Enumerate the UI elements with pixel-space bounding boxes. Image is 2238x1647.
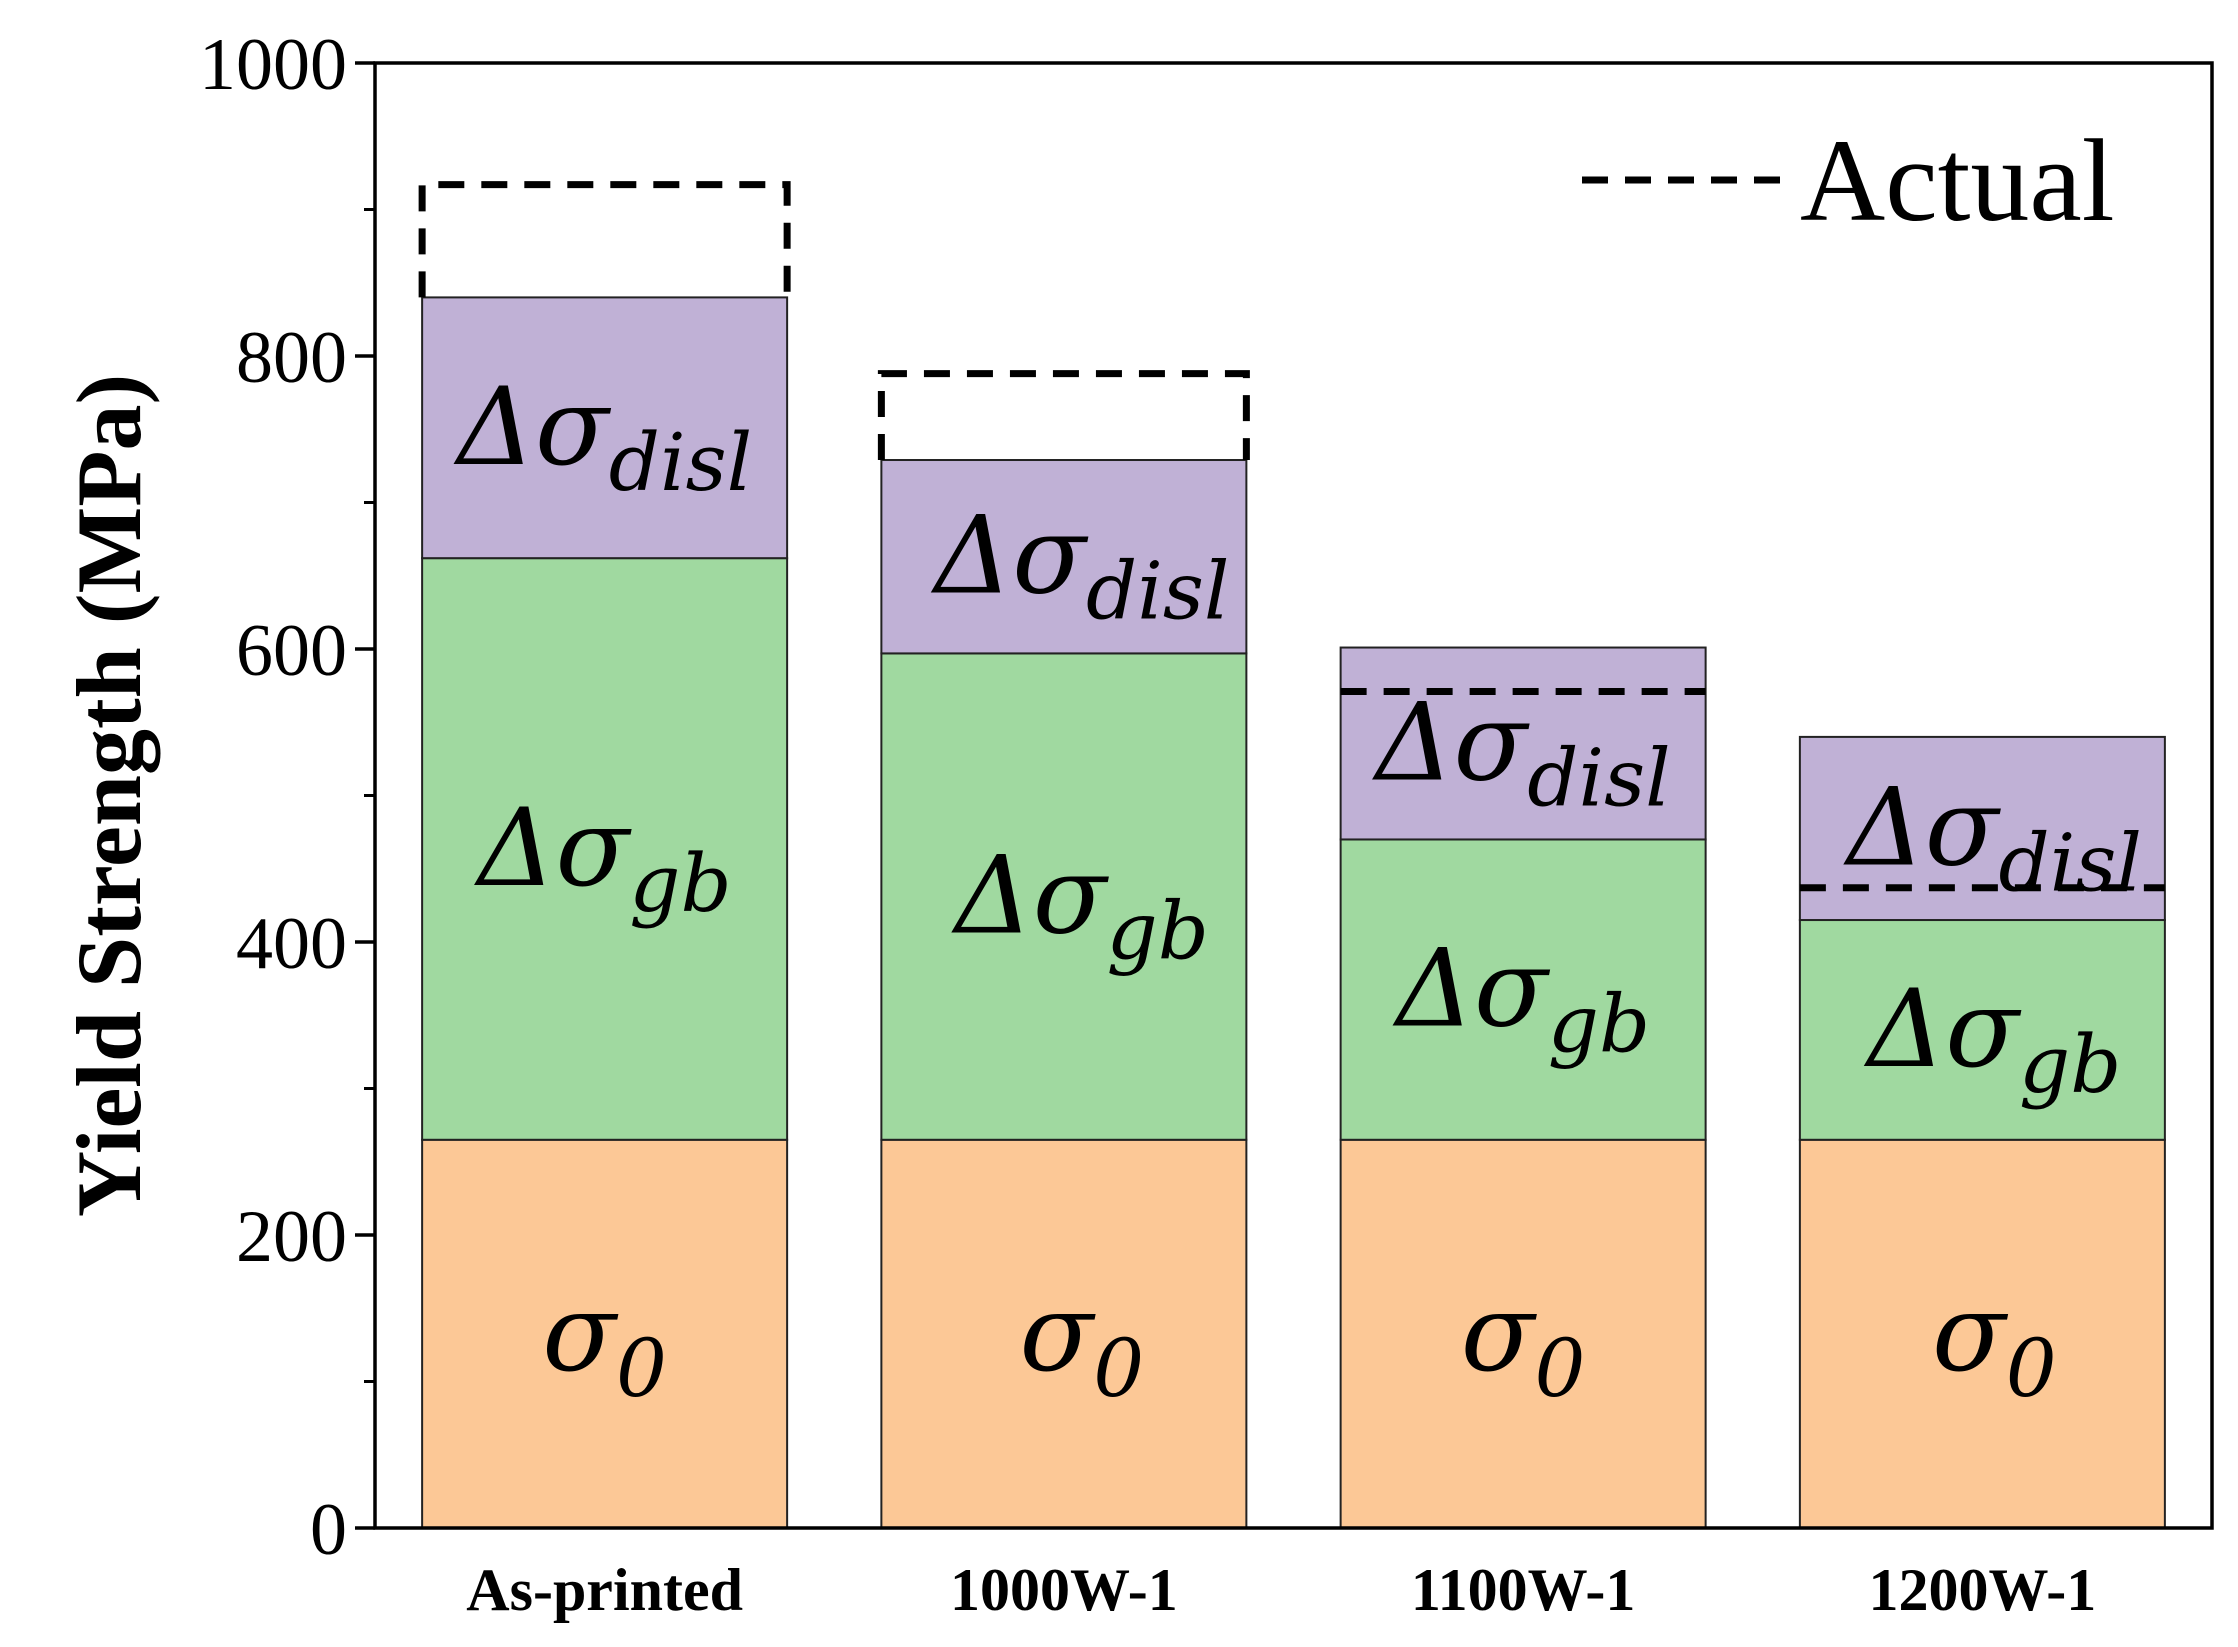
bar-segment-gb-2 bbox=[1339, 838, 1707, 1141]
y-tick-label: 200 bbox=[236, 1196, 347, 1278]
bar-segment-disl-2 bbox=[1339, 646, 1707, 841]
bar-segment-0-1 bbox=[880, 1138, 1248, 1530]
y-tick-label: 1000 bbox=[199, 24, 347, 106]
bar-segment-disl-1 bbox=[880, 459, 1248, 655]
x-tick-label: As-printed bbox=[466, 1557, 743, 1623]
bar-segment-gb-1 bbox=[880, 652, 1248, 1141]
segment-label-disl: Δσdisl bbox=[930, 494, 1229, 638]
y-axis-title: Yield Strength (MPa) bbox=[58, 374, 160, 1217]
segment-label-disl: Δσdisl bbox=[1843, 765, 2142, 909]
bar-segment-0-2 bbox=[1339, 1138, 1707, 1530]
bars bbox=[421, 296, 2166, 1530]
actual-marker-1 bbox=[877, 370, 1250, 461]
segment-label-0: σ0 bbox=[542, 1271, 667, 1415]
x-tick-label: 1000W-1 bbox=[950, 1557, 1178, 1623]
segment-label-gb: Δσgb bbox=[951, 834, 1209, 978]
bar-segment-disl-0 bbox=[421, 296, 789, 560]
x-tick-label: 1200W-1 bbox=[1868, 1557, 2096, 1623]
x-tick-label: 1100W-1 bbox=[1411, 1557, 1635, 1623]
actual-markers bbox=[418, 181, 2165, 892]
bar-segment-gb-3 bbox=[1798, 919, 2166, 1141]
axes: 0 200 400 600 800 1000 Yield Strength (MPa) As-… bbox=[58, 24, 2214, 1623]
segment-label-gb: Δσgb bbox=[1392, 927, 1650, 1071]
segment-label-0: σ0 bbox=[1461, 1271, 1586, 1415]
segment-label-0: σ0 bbox=[1932, 1271, 2057, 1415]
legend: Actual bbox=[1582, 115, 2115, 246]
bar-segment-0-3 bbox=[1798, 1138, 2166, 1530]
segment-label-disl: Δσdisl bbox=[453, 365, 752, 509]
segment-label-gb: Δσgb bbox=[474, 786, 732, 930]
y-tick-label: 600 bbox=[236, 610, 347, 692]
bar-segment-0-0 bbox=[421, 1138, 789, 1530]
bar-segment-gb-0 bbox=[421, 557, 789, 1141]
legend-actual-label: Actual bbox=[1800, 115, 2115, 246]
segment-label-0: σ0 bbox=[1020, 1271, 1145, 1415]
y-tick-label: 0 bbox=[310, 1489, 347, 1571]
segment-label-disl: Δσdisl bbox=[1372, 680, 1671, 824]
segment-label-gb: Δσgb bbox=[1863, 967, 2121, 1111]
y-tick-label: 800 bbox=[236, 317, 347, 399]
segment-labels: σ0 Δσgb Δσdisl σ0 Δσgb Δσdisl σ0 Δσgb Δσdisl σ0 Δσ… bbox=[453, 365, 2142, 1415]
actual-marker-0 bbox=[418, 181, 791, 298]
y-tick-label: 400 bbox=[236, 903, 347, 985]
